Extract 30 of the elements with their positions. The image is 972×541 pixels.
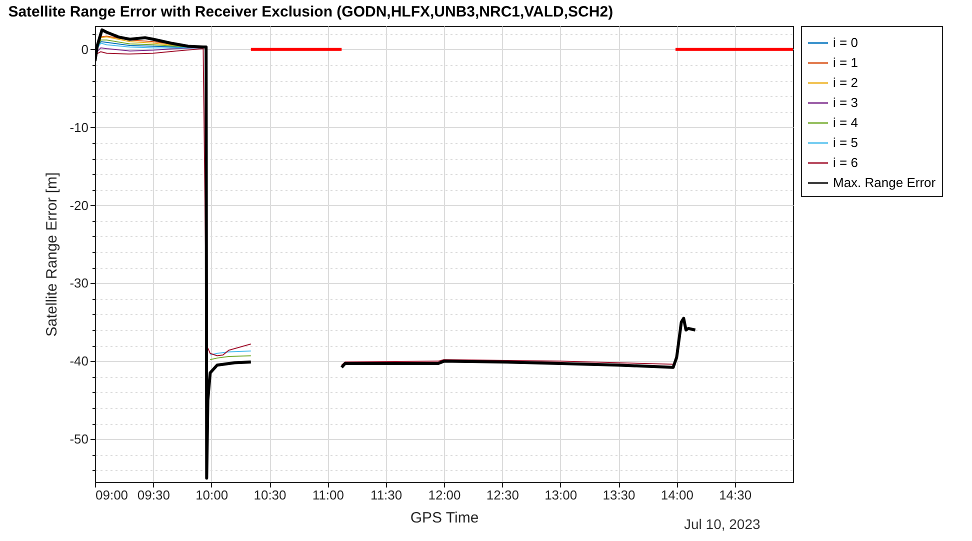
y-tick-label: -30 xyxy=(70,276,88,291)
x-tick-label: 14:00 xyxy=(660,488,694,502)
x-tick-label: 13:30 xyxy=(602,488,636,502)
legend-label: i = 3 xyxy=(833,95,858,110)
x-tick-label: 11:00 xyxy=(312,488,344,502)
x-tick-label: 10:30 xyxy=(254,488,286,502)
legend-label: Max. Range Error xyxy=(833,175,936,190)
x-tick-label: 14:30 xyxy=(719,488,752,502)
x-tick-label: 12:30 xyxy=(486,488,519,502)
text: Jul 10, 2023 xyxy=(684,516,760,532)
x-tick-label: 09:30 xyxy=(137,488,170,502)
y-tick-label: -40 xyxy=(70,354,88,369)
x-tick-label: 09:00 xyxy=(96,488,128,502)
y-tick-label: 0 xyxy=(81,42,88,57)
legend-label: i = 6 xyxy=(833,155,858,170)
y-tick-label: -50 xyxy=(70,432,88,447)
x-tick-label: 13:00 xyxy=(544,488,578,502)
x-tick-label: 12:00 xyxy=(428,488,461,502)
legend-label: i = 4 xyxy=(833,115,858,130)
x-tick-label: 11:30 xyxy=(370,488,402,502)
y-axis-title: Satellite Range Error [m] xyxy=(44,172,61,337)
y-tick-label: -10 xyxy=(70,120,88,135)
x-tick-label: 10:00 xyxy=(196,488,228,502)
legend-label: i = 1 xyxy=(833,55,858,70)
legend-label: i = 5 xyxy=(833,135,858,150)
chart-title: Satellite Range Error with Receiver Exclusion (GODN,HLFX,UNB3,NRC1,VALD,SCH2) xyxy=(8,4,614,20)
legend-label: i = 2 xyxy=(833,75,858,90)
x-axis-title: GPS Time xyxy=(410,510,479,526)
legend-label: i = 0 xyxy=(833,35,858,50)
y-tick-label: -20 xyxy=(70,198,88,213)
